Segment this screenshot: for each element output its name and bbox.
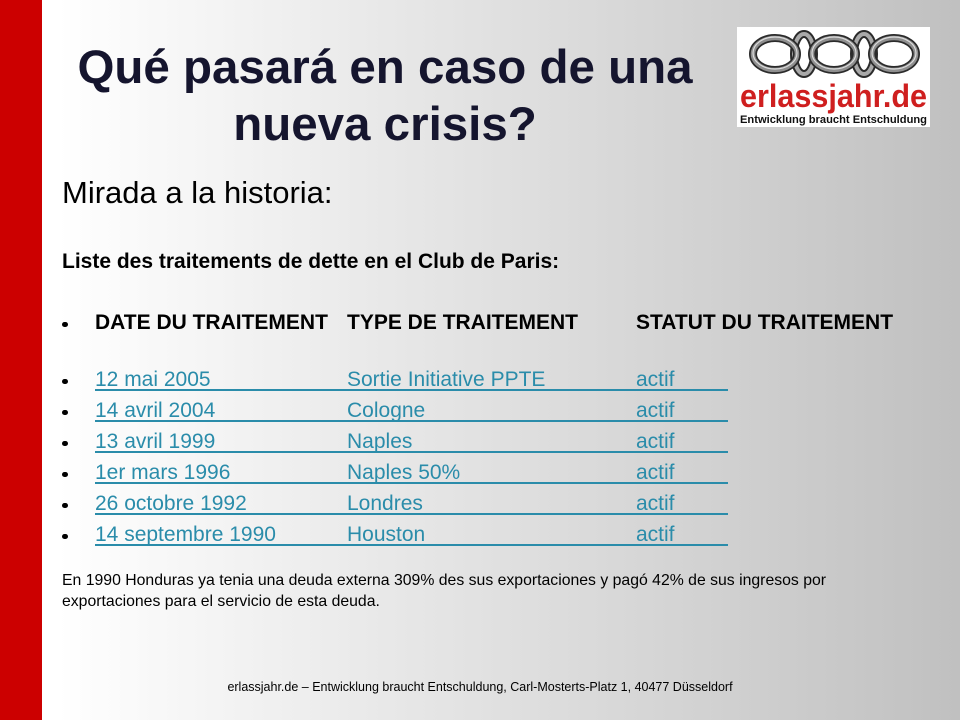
treatment-status[interactable]: actif bbox=[636, 461, 675, 484]
treatment-date[interactable]: 13 avril 1999 bbox=[95, 430, 216, 453]
treatment-link[interactable]: 14 septembre 1990 Houston actif bbox=[95, 523, 728, 547]
treatment-status[interactable]: actif bbox=[636, 430, 675, 453]
list-item: 1er mars 1996 Naples 50% actif bbox=[0, 461, 960, 485]
treatment-type[interactable]: Naples 50% bbox=[347, 461, 461, 484]
bullet-dot-icon bbox=[62, 409, 68, 415]
treatment-type[interactable]: Londres bbox=[347, 492, 423, 515]
chain-links-icon bbox=[749, 30, 920, 78]
slide-title: Qué pasará en caso de una nueva crisis? bbox=[55, 39, 715, 153]
treatment-date[interactable]: 12 mai 2005 bbox=[95, 368, 211, 391]
slide-footer: erlassjahr.de – Entwicklung braucht Ents… bbox=[227, 680, 733, 694]
treatment-date[interactable]: 26 octobre 1992 bbox=[95, 492, 247, 515]
column-header-type: TYPE DE TRAITEMENT bbox=[347, 311, 579, 334]
accent-bar bbox=[0, 0, 42, 720]
slide-title-line-1: Qué pasará en caso de una bbox=[77, 41, 693, 94]
treatment-link[interactable]: 14 avril 2004 Cologne actif bbox=[95, 399, 728, 423]
bullet-dot-icon bbox=[62, 471, 68, 477]
bullet-dot-icon bbox=[62, 440, 68, 446]
treatment-status[interactable]: actif bbox=[636, 399, 675, 422]
logo-tagline: Entwicklung braucht Entschuldung bbox=[740, 114, 927, 126]
treatment-date[interactable]: 14 septembre 1990 bbox=[95, 523, 276, 546]
column-header-date: DATE DU TRAITEMENT bbox=[95, 311, 328, 334]
treatment-link[interactable]: 12 mai 2005 Sortie Initiative PPTE actif bbox=[95, 368, 728, 392]
treatment-link[interactable]: 13 avril 1999 Naples actif bbox=[95, 430, 728, 454]
treatment-date[interactable]: 1er mars 1996 bbox=[95, 461, 231, 484]
list-header-row: DATE DU TRAITEMENT TYPE DE TRAITEMENT ST… bbox=[0, 311, 960, 335]
treatment-status[interactable]: actif bbox=[636, 523, 675, 546]
bullet-dot-icon bbox=[62, 533, 68, 539]
bullet-dot-icon bbox=[62, 502, 68, 508]
list-item: 14 septembre 1990 Houston actif bbox=[0, 523, 960, 547]
honduras-note: En 1990 Honduras ya tenia una deuda exte… bbox=[62, 572, 827, 610]
erlassjahr-logo: erlassjahr.de Entwicklung braucht Entsch… bbox=[737, 27, 930, 127]
treatment-type[interactable]: Naples bbox=[347, 430, 413, 453]
treatment-type[interactable]: Houston bbox=[347, 523, 426, 546]
section-subtitle: Mirada a la historia: bbox=[62, 175, 333, 210]
list-item: 14 avril 2004 Cologne actif bbox=[0, 399, 960, 423]
column-header-status: STATUT DU TRAITEMENT bbox=[636, 311, 894, 334]
treatment-link[interactable]: 26 octobre 1992 Londres actif bbox=[95, 492, 728, 516]
list-item: 13 avril 1999 Naples actif bbox=[0, 430, 960, 454]
treatment-status[interactable]: actif bbox=[636, 492, 675, 515]
list-heading: Liste des traitements de dette en el Clu… bbox=[62, 250, 560, 273]
logo-graphic: erlassjahr.de Entwicklung braucht Entsch… bbox=[737, 27, 930, 127]
treatment-date[interactable]: 14 avril 2004 bbox=[95, 399, 216, 422]
treatment-type[interactable]: Sortie Initiative PPTE bbox=[347, 368, 546, 391]
list-item: 26 octobre 1992 Londres actif bbox=[0, 492, 960, 516]
treatment-type[interactable]: Cologne bbox=[347, 399, 426, 422]
slide-title-line-2: nueva crisis? bbox=[233, 98, 537, 151]
treatment-status[interactable]: actif bbox=[636, 368, 675, 391]
list-item: 12 mai 2005 Sortie Initiative PPTE actif bbox=[0, 368, 960, 392]
bullet-dot-icon bbox=[62, 378, 68, 384]
logo-wordmark: erlassjahr.de bbox=[740, 78, 927, 114]
treatment-link[interactable]: 1er mars 1996 Naples 50% actif bbox=[95, 461, 728, 485]
bullet-dot-icon bbox=[62, 321, 68, 327]
